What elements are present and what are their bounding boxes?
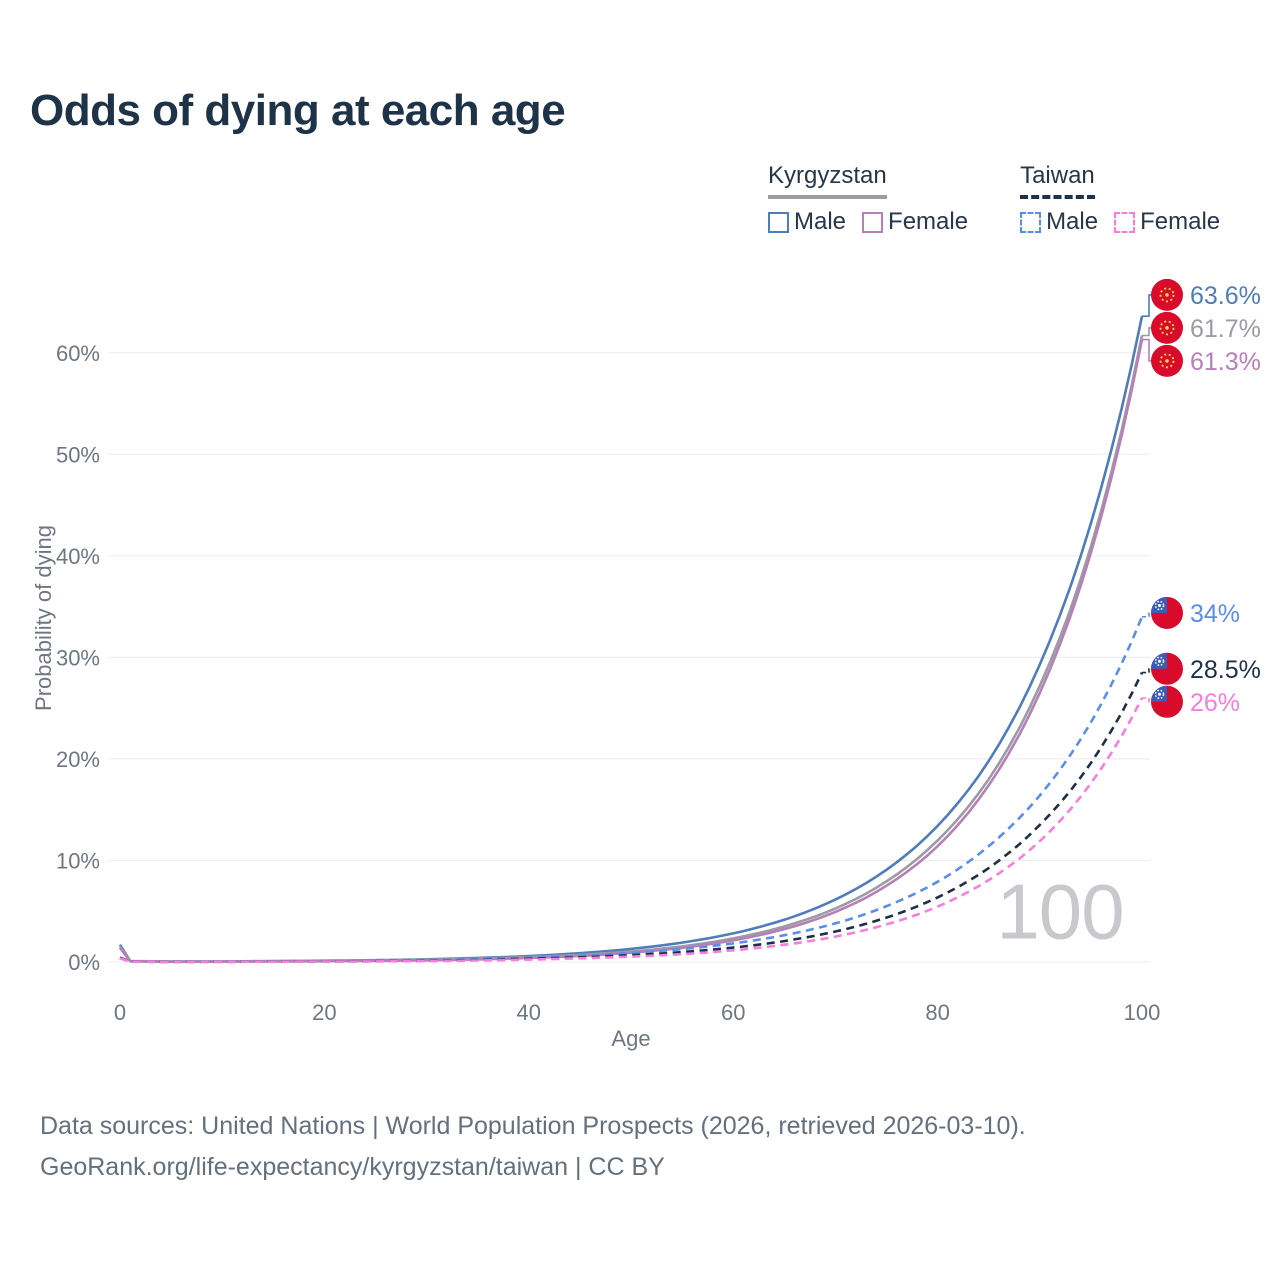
x-tick-label: 0 (114, 1000, 126, 1025)
legend-item-taiwan-female[interactable]: Female (1114, 208, 1220, 236)
taiwan-flag-icon (1151, 596, 1183, 629)
leader-line-kyrgyzstan-both (1142, 327, 1151, 337)
leader-line-kyrgyzstan-female (1142, 338, 1151, 362)
leader-line-taiwan-male (1142, 612, 1151, 618)
kyrgyzstan-flag-icon (1151, 344, 1183, 377)
y-tick-label: 0% (68, 950, 100, 975)
end-value-label-kyrgyzstan-male: 63.6% (1190, 282, 1261, 310)
series-line-kyrgyzstan-female[interactable] (118, 339, 1144, 963)
footer-data-sources: Data sources: United Nations | World Pop… (40, 1112, 1026, 1140)
kyrgyzstan-female-swatch-icon (862, 211, 884, 233)
legend-item-taiwan-male[interactable]: Male (1020, 208, 1098, 236)
end-value-label-taiwan-female: 26% (1190, 689, 1240, 717)
leader-line-taiwan-both (1142, 668, 1151, 674)
x-tick-label: 40 (517, 1000, 541, 1025)
legend-item-kyrgyzstan-male[interactable]: Male (768, 208, 846, 236)
legend-group-kyrgyzstan: Kyrgyzstan Male Female (768, 162, 968, 236)
legend-item-kyrgyzstan-female[interactable]: Female (862, 208, 968, 236)
footer: Data sources: United Nations | World Pop… (40, 1106, 1026, 1187)
end-value-label-kyrgyzstan-female: 61.3% (1190, 348, 1261, 376)
taiwan-flag-icon (1151, 685, 1183, 718)
kyrgyzstan-flag-icon (1151, 311, 1183, 344)
y-tick-label: 40% (56, 544, 100, 569)
series-line-taiwan-both[interactable] (119, 672, 1144, 964)
legend-item-label: Male (1046, 208, 1099, 235)
footer-attribution-link: GeoRank.org/life-expectancy/kyrgyzstan/t… (40, 1152, 665, 1181)
legend-group-taiwan: Taiwan Male Female (1020, 162, 1220, 236)
legend-country-kyrgyzstan: Kyrgyzstan (768, 162, 887, 199)
y-axis-title: Probability of dying (31, 525, 56, 711)
y-tick-label: 20% (56, 747, 100, 772)
end-value-label-kyrgyzstan-both: 61.7% (1190, 315, 1261, 343)
kyrgyzstan-male-swatch-icon (768, 211, 789, 233)
series-line-kyrgyzstan-male[interactable] (118, 315, 1144, 963)
leader-line-kyrgyzstan-male (1142, 294, 1151, 317)
x-axis-title: Age (611, 1026, 651, 1051)
age-counter-watermark: 100 (996, 867, 1124, 956)
legend-item-label: Female (1140, 208, 1221, 235)
x-tick-label: 60 (721, 1000, 745, 1025)
taiwan-female-swatch-icon (1114, 211, 1136, 233)
legend: Kyrgyzstan Male Female Taiwan Male (768, 162, 1220, 236)
taiwan-flag-icon (1151, 652, 1183, 685)
series-line-taiwan-male[interactable] (119, 616, 1144, 964)
leader-line-taiwan-female (1142, 697, 1151, 703)
taiwan-male-swatch-icon (1020, 211, 1042, 233)
kyrgyzstan-flag-icon (1151, 278, 1183, 311)
x-tick-label: 20 (312, 1000, 336, 1025)
y-tick-label: 10% (56, 848, 100, 873)
series-line-taiwan-female[interactable] (119, 697, 1144, 964)
page-title: Odds of dying at each age (30, 86, 566, 135)
x-tick-label: 100 (1124, 1000, 1161, 1025)
y-tick-label: 30% (56, 645, 100, 670)
end-value-label-taiwan-both: 28.5% (1190, 656, 1261, 684)
legend-country-taiwan: Taiwan (1020, 162, 1095, 199)
y-tick-label: 50% (56, 442, 100, 467)
legend-item-label: Female (888, 208, 969, 235)
y-tick-label: 60% (56, 341, 100, 366)
end-value-label-taiwan-male: 34% (1190, 600, 1240, 628)
legend-item-label: Male (794, 208, 847, 235)
x-tick-label: 80 (925, 1000, 949, 1025)
